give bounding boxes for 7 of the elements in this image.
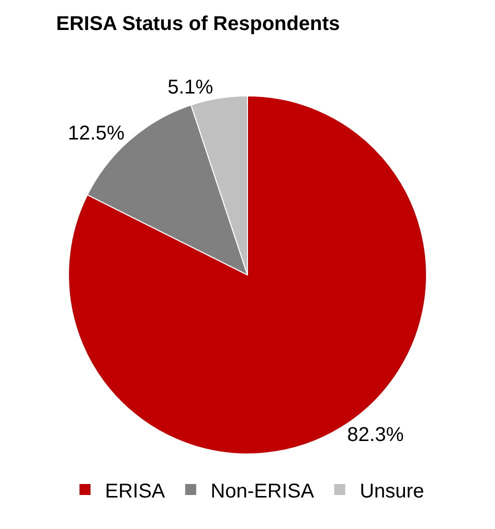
legend-label: ERISA: [105, 480, 166, 502]
data-label: 82.3%: [347, 424, 404, 446]
legend-label: Unsure: [360, 480, 424, 502]
data-label: 12.5%: [68, 122, 125, 144]
chart-title: ERISA Status of Respondents: [56, 12, 340, 35]
legend-label: Non-ERISA: [210, 480, 315, 502]
data-label: 5.1%: [168, 76, 214, 98]
